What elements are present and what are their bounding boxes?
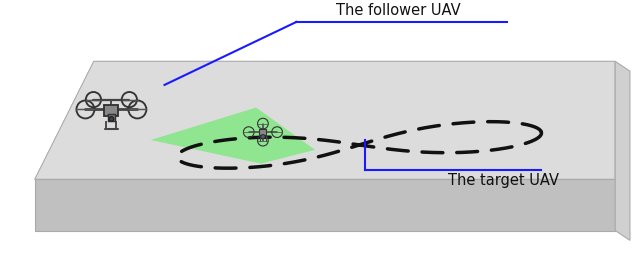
- Polygon shape: [35, 179, 615, 231]
- Polygon shape: [35, 61, 615, 179]
- Polygon shape: [615, 61, 630, 240]
- Bar: [259, 129, 266, 135]
- Text: The follower UAV: The follower UAV: [337, 3, 461, 18]
- Bar: [104, 105, 118, 116]
- Circle shape: [260, 135, 265, 139]
- Text: The target UAV: The target UAV: [448, 174, 559, 189]
- Circle shape: [109, 117, 114, 121]
- Bar: [108, 114, 115, 121]
- Polygon shape: [151, 108, 315, 164]
